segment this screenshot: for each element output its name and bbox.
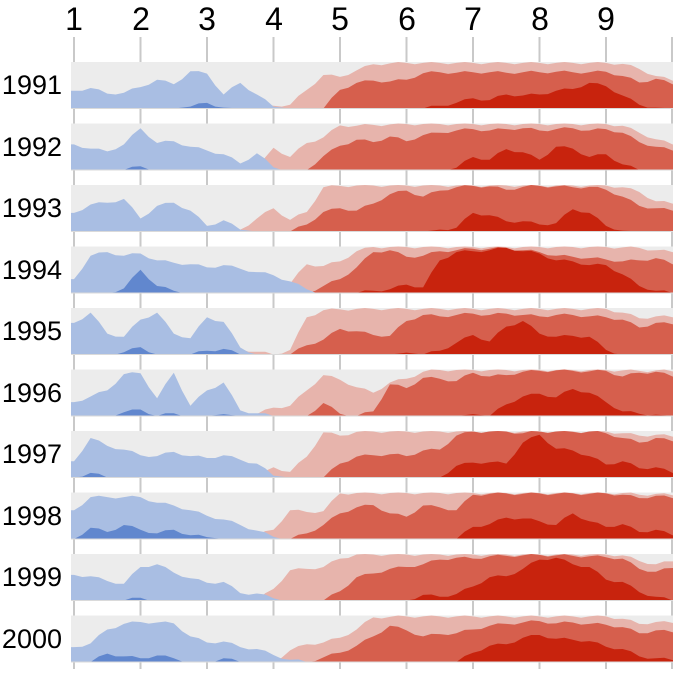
- area-red-dark-1997: [71, 434, 673, 478]
- row-baseline: [71, 661, 673, 663]
- row-baseline: [71, 108, 673, 109]
- area-blue-light-1997: [71, 438, 673, 478]
- area-red-mid-1993: [71, 185, 673, 232]
- row-baseline: [71, 477, 673, 478]
- area-red-dark-1993: [71, 209, 673, 232]
- area-blue-light-1998: [71, 495, 673, 539]
- year-label: 1993: [1, 193, 62, 223]
- area-blue-light-1991: [71, 71, 673, 109]
- area-blue-dark-1996: [71, 409, 673, 416]
- x-tick-label: 3: [198, 1, 216, 37]
- x-tick-label: 9: [597, 1, 615, 37]
- year-label: 1999: [1, 562, 62, 592]
- area-red-dark-2000: [71, 635, 673, 662]
- row-baseline: [71, 600, 673, 601]
- year-label: 1991: [1, 70, 62, 100]
- area-red-dark-1996: [71, 389, 673, 416]
- area-red-dark-1995: [71, 321, 673, 355]
- area-red-dark-1998: [71, 513, 673, 539]
- x-tick-label: 4: [265, 1, 283, 37]
- area-blue-light-1996: [71, 372, 673, 416]
- area-blue-dark-1995: [71, 347, 673, 355]
- area-red-dark-1999: [71, 557, 673, 601]
- area-blue-light-1992: [71, 128, 673, 170]
- year-label: 1995: [1, 316, 62, 346]
- area-red-dark-1992: [71, 146, 673, 170]
- row-baseline: [71, 415, 673, 417]
- area-blue-dark-1998: [71, 525, 673, 539]
- year-label: 1997: [1, 439, 62, 469]
- area-blue-dark-1994: [71, 269, 673, 293]
- x-tick-label: 6: [398, 1, 416, 37]
- year-label: 1998: [1, 501, 62, 531]
- year-label: 1996: [1, 378, 62, 408]
- area-blue-light-1995: [71, 312, 673, 355]
- x-tick-label: 7: [464, 1, 482, 37]
- row-baseline: [71, 292, 673, 294]
- x-tick-label: 8: [531, 1, 549, 37]
- x-tick-label: 1: [65, 1, 83, 37]
- area-blue-light-2000: [71, 621, 673, 662]
- year-label: 2000: [1, 624, 62, 654]
- row-baseline: [71, 231, 673, 232]
- x-tick-label: 5: [331, 1, 349, 37]
- row-baseline: [71, 538, 673, 540]
- area-blue-light-1993: [71, 198, 673, 232]
- row-baseline: [71, 169, 673, 171]
- row-baseline: [71, 354, 673, 355]
- area-blue-dark-2000: [71, 653, 673, 662]
- area-blue-light-1994: [71, 252, 673, 293]
- area-blue-light-1999: [71, 564, 673, 601]
- x-tick-label: 2: [132, 1, 150, 37]
- year-label: 1992: [1, 132, 62, 162]
- area-red-dark-1994: [71, 247, 673, 293]
- year-label: 1994: [1, 255, 62, 285]
- area-red-dark-1991: [71, 82, 673, 109]
